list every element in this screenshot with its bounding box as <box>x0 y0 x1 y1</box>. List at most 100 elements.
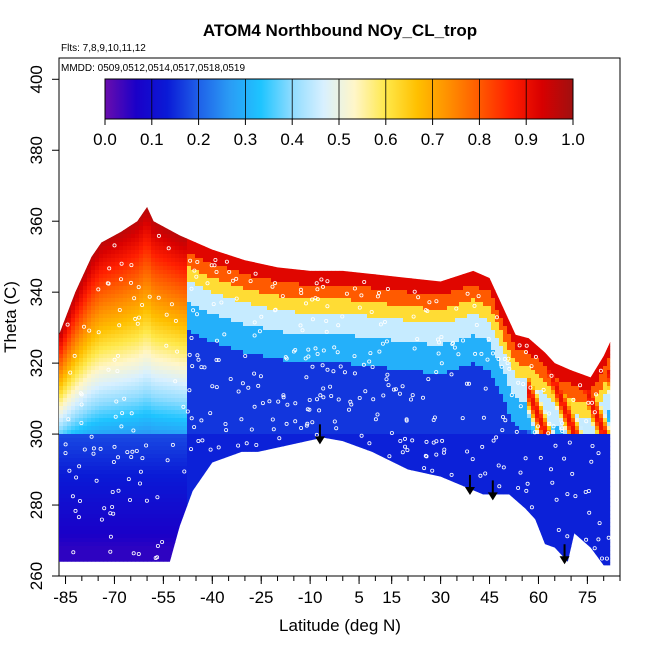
heatmap-cell <box>167 210 172 215</box>
heatmap-cell <box>75 346 80 351</box>
heatmap-cell <box>67 330 72 335</box>
heatmap-cell <box>167 218 172 223</box>
heatmap-cell <box>67 342 72 347</box>
heatmap-cell <box>83 526 88 531</box>
heatmap-cell <box>87 446 92 451</box>
heatmap-cell <box>95 386 100 391</box>
heatmap-cell <box>199 302 204 307</box>
heatmap-cell <box>115 418 120 423</box>
heatmap-cell <box>111 350 116 355</box>
heatmap-cell <box>131 558 136 563</box>
heatmap-cell <box>99 282 104 287</box>
heatmap-cell <box>147 362 152 367</box>
heatmap-cell <box>127 370 132 375</box>
heatmap-cell <box>207 494 212 499</box>
heatmap-cell <box>151 406 156 411</box>
heatmap-cell <box>115 318 120 323</box>
heatmap-cell <box>171 446 176 451</box>
heatmap-cell <box>231 366 236 371</box>
heatmap-cell <box>67 262 72 267</box>
heatmap-cell <box>75 230 80 235</box>
heatmap-cell <box>75 282 80 287</box>
heatmap-cell <box>71 566 75 570</box>
heatmap-cell <box>239 242 244 247</box>
heatmap-cell <box>91 514 96 519</box>
heatmap-cell <box>255 422 260 427</box>
heatmap-cell <box>75 502 80 507</box>
heatmap-cell <box>139 414 144 419</box>
heatmap-cell <box>247 282 252 287</box>
heatmap-cell <box>123 490 128 495</box>
heatmap-cell <box>83 562 88 566</box>
heatmap-cell <box>179 218 184 223</box>
heatmap-cell <box>151 374 156 379</box>
heatmap-cell <box>179 286 184 291</box>
heatmap-cell <box>159 350 164 355</box>
heatmap-cell <box>83 318 88 323</box>
heatmap-cell <box>87 254 92 259</box>
heatmap-cell <box>231 202 235 206</box>
heatmap-cell <box>211 362 216 367</box>
heatmap-cell <box>127 494 132 499</box>
heatmap-cell <box>155 358 160 363</box>
heatmap-cell <box>227 550 232 555</box>
heatmap-cell <box>135 298 140 303</box>
heatmap-cell <box>219 370 224 375</box>
heatmap-cell <box>235 466 240 471</box>
heatmap-cell <box>123 562 128 566</box>
heatmap-cell <box>95 270 100 275</box>
heatmap-cell <box>95 238 100 243</box>
heatmap-cell <box>247 350 252 355</box>
heatmap-cell <box>255 207 260 211</box>
heatmap-cell <box>239 258 244 263</box>
heatmap-cell <box>135 302 140 307</box>
heatmap-cell <box>203 250 208 255</box>
heatmap-cell <box>167 418 172 423</box>
heatmap-cell <box>75 470 80 475</box>
heatmap-cell <box>259 450 264 455</box>
heatmap-cell <box>251 210 256 215</box>
heatmap-cell <box>143 474 148 479</box>
heatmap-cell <box>219 466 224 471</box>
heatmap-cell <box>91 290 96 295</box>
heatmap-cell <box>263 222 268 227</box>
heatmap-cell <box>175 286 180 291</box>
heatmap-cell <box>103 438 108 443</box>
heatmap-cell <box>123 566 127 570</box>
heatmap-cell <box>115 207 120 211</box>
heatmap-cell <box>223 526 228 531</box>
heatmap-cell <box>131 234 136 239</box>
heatmap-cell <box>135 514 140 519</box>
heatmap-cell <box>107 454 112 459</box>
heatmap-cell <box>243 558 248 563</box>
heatmap-cell <box>99 258 104 263</box>
heatmap-cell <box>131 438 136 443</box>
heatmap-cell <box>243 478 248 483</box>
heatmap-cell <box>123 234 128 239</box>
heatmap-cell <box>135 194 139 198</box>
heatmap-cell <box>259 346 264 351</box>
heatmap-cell <box>79 510 84 515</box>
heatmap-cell <box>235 286 240 291</box>
heatmap-cell <box>147 210 152 215</box>
heatmap-cell <box>191 482 196 487</box>
heatmap-cell <box>183 306 188 311</box>
heatmap-cell <box>211 390 216 395</box>
heatmap-cell <box>119 474 124 479</box>
heatmap-cell <box>199 258 204 263</box>
heatmap-cell <box>119 238 124 243</box>
heatmap-cell <box>167 550 172 555</box>
heatmap-cell <box>223 462 228 467</box>
heatmap-cell <box>71 410 76 415</box>
heatmap-cell <box>243 322 248 327</box>
heatmap-cell <box>87 398 92 403</box>
heatmap-cell <box>175 198 179 202</box>
heatmap-cell <box>191 202 195 206</box>
heatmap-cell <box>103 558 108 563</box>
heatmap-cell <box>83 270 88 275</box>
heatmap-cell <box>83 302 88 307</box>
heatmap-cell <box>59 258 64 263</box>
heatmap-cell <box>267 410 272 415</box>
heatmap-cell <box>255 494 260 499</box>
heatmap-cell <box>155 422 160 427</box>
